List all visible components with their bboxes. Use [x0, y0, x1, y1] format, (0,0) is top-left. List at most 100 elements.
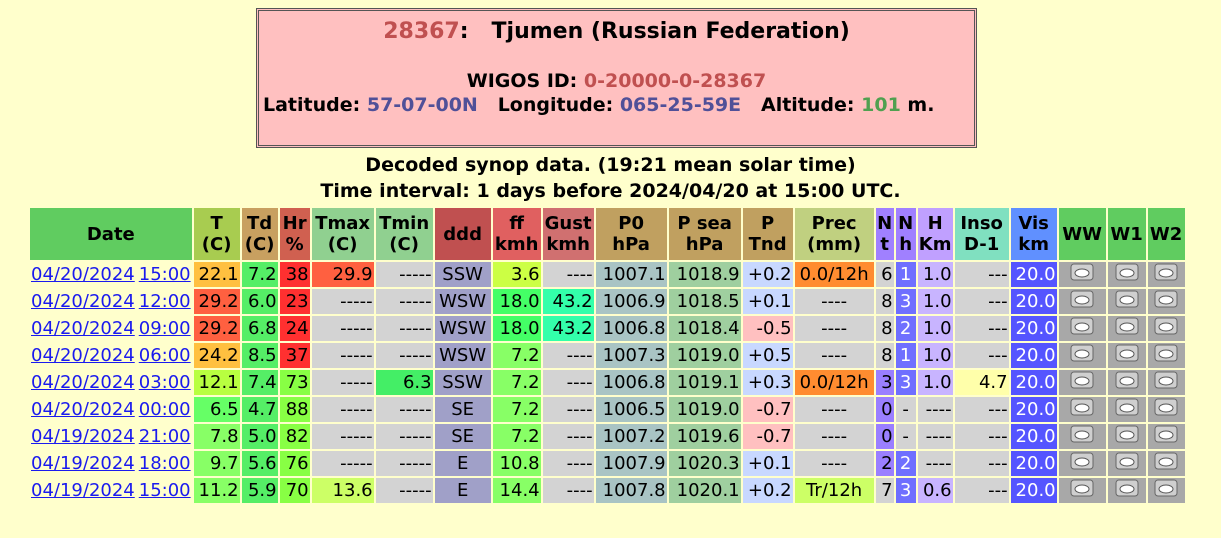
longitude: 065-25-59E	[619, 94, 742, 116]
header-line: hPa	[612, 234, 650, 255]
date-link[interactable]: 21:00	[138, 426, 191, 447]
unit: m.	[907, 94, 935, 116]
value-cell: 37	[279, 343, 310, 368]
value-cell: ---	[954, 451, 1009, 476]
value-cell: ----	[917, 451, 953, 476]
date-link[interactable]: 04/20/2024	[31, 318, 135, 339]
weather-icon	[1070, 344, 1094, 362]
date-link[interactable]: 15:00	[138, 264, 191, 285]
date-link[interactable]: 00:00	[138, 399, 191, 420]
weather-icon-cell	[1058, 262, 1106, 287]
date-link[interactable]: 12:00	[138, 291, 191, 312]
value-cell: 4.7	[241, 397, 278, 422]
value-cell: 20.0	[1010, 451, 1057, 476]
value-cell: -----	[311, 424, 374, 449]
wigos-id: 0-20000-0-28367	[583, 70, 767, 92]
value-cell: 1007.3	[595, 343, 667, 368]
date-link[interactable]: 04/20/2024	[31, 264, 135, 285]
header-line: (C)	[201, 234, 232, 255]
date-link[interactable]: 03:00	[138, 372, 191, 393]
date-link[interactable]: 04/20/2024	[31, 372, 135, 393]
weather-icon-cell	[1058, 316, 1106, 341]
header-line: Tmax	[315, 213, 371, 234]
header-line: Tmin	[379, 213, 430, 234]
value-cell: 1.0	[917, 370, 953, 395]
weather-icon	[1154, 425, 1178, 443]
value-cell: 3.6	[492, 262, 541, 287]
value-cell: ----	[542, 262, 594, 287]
date-cell: 04/19/2024	[30, 478, 136, 503]
value-cell: 82	[279, 424, 310, 449]
value-cell: 43.2	[542, 289, 594, 314]
value-cell: 8.5	[241, 343, 278, 368]
date-cell: 15:00	[138, 262, 192, 287]
label: Latitude:	[263, 94, 361, 116]
value-cell: 7.4	[241, 370, 278, 395]
value-cell: SE	[434, 397, 491, 422]
value-cell: +0.5	[742, 343, 793, 368]
value-cell: -----	[375, 262, 433, 287]
column-header: Date	[30, 208, 192, 260]
weather-icon	[1154, 263, 1178, 281]
date-link[interactable]: 15:00	[138, 480, 191, 501]
value-cell: -----	[375, 451, 433, 476]
weather-icon-cell	[1058, 343, 1106, 368]
weather-icon-cell	[1107, 451, 1146, 476]
value-cell: -0.5	[742, 316, 793, 341]
value-cell: 24	[279, 316, 310, 341]
value-cell: -----	[375, 343, 433, 368]
date-cell: 04/20/2024	[30, 262, 136, 287]
value-cell: 3	[895, 370, 916, 395]
weather-icon-cell	[1107, 343, 1146, 368]
value-cell: 70	[279, 478, 310, 503]
weather-icon	[1154, 344, 1178, 362]
value-cell: 0	[875, 424, 894, 449]
date-link[interactable]: 04/19/2024	[31, 453, 135, 474]
value-cell: 1.0	[917, 316, 953, 341]
header-line: km	[1018, 234, 1049, 255]
value-cell: 8	[875, 289, 894, 314]
weather-icon	[1070, 371, 1094, 389]
date-cell: 00:00	[138, 397, 192, 422]
header-line: Date	[86, 223, 135, 245]
weather-icon	[1154, 317, 1178, 335]
weather-icon-cell	[1147, 451, 1185, 476]
date-link[interactable]: 04/20/2024	[31, 345, 135, 366]
value-cell: 5.9	[241, 478, 278, 503]
value-cell: -----	[375, 478, 433, 503]
value-cell: ---	[954, 397, 1009, 422]
date-link[interactable]: 04/20/2024	[31, 399, 135, 420]
date-link[interactable]: 06:00	[138, 345, 191, 366]
weather-icon-cell	[1107, 262, 1146, 287]
date-link[interactable]: 04/20/2024	[31, 291, 135, 312]
header-line: P sea	[677, 213, 732, 234]
column-header: H Km	[917, 208, 953, 260]
value-cell: SSW	[434, 370, 491, 395]
date-link[interactable]: 04/19/2024	[31, 480, 135, 501]
subtitle: Decoded synop data. (19:21 mean solar ti…	[0, 152, 1221, 204]
weather-icon-cell	[1058, 370, 1106, 395]
value-cell: 7.2	[492, 343, 541, 368]
value-cell: ----	[794, 343, 874, 368]
header-line: (mm)	[807, 234, 862, 255]
label: Altitude:	[760, 94, 855, 116]
weather-icon	[1115, 425, 1139, 443]
value-cell: 29.2	[193, 289, 240, 314]
weather-icon	[1115, 344, 1139, 362]
value-cell: 20.0	[1010, 289, 1057, 314]
date-cell: 04/19/2024	[30, 424, 136, 449]
value-cell: 7.2	[492, 397, 541, 422]
value-cell: 1019.6	[668, 424, 741, 449]
value-cell: 1018.5	[668, 289, 741, 314]
value-cell: 7.2	[492, 370, 541, 395]
value-cell: E	[434, 478, 491, 503]
value-cell: ----	[794, 316, 874, 341]
header-line: ff	[509, 213, 524, 234]
date-link[interactable]: 04/19/2024	[31, 426, 135, 447]
value-cell: 6.0	[241, 289, 278, 314]
weather-icon-cell	[1147, 370, 1185, 395]
date-link[interactable]: 18:00	[138, 453, 191, 474]
date-link[interactable]: 09:00	[138, 318, 191, 339]
